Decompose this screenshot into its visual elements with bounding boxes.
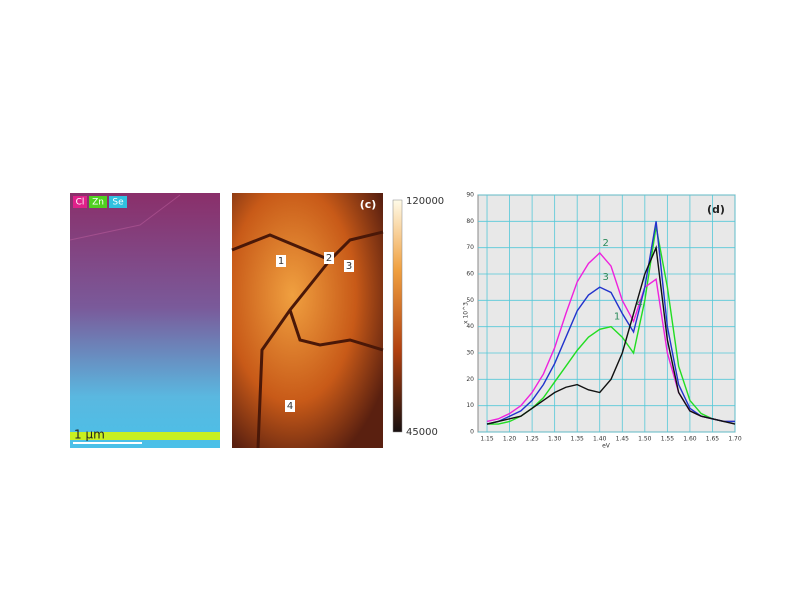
colorbar-max: 120000	[406, 196, 444, 207]
x-tick-label: 1.65	[706, 436, 720, 443]
zn-layer	[70, 432, 220, 440]
label-box	[89, 196, 107, 208]
x-tick-label: 1.20	[503, 436, 517, 443]
element-label: Cl	[76, 198, 85, 208]
series-label: 1	[614, 312, 620, 323]
point-label: 2	[326, 253, 332, 264]
series-line	[486, 245, 736, 425]
x-axis-label: eV	[602, 443, 611, 450]
panel-label: (c)	[360, 198, 377, 211]
element-label: Se	[112, 198, 124, 208]
edx-map	[70, 193, 220, 448]
y-tick-label: 40	[466, 323, 474, 330]
point-box	[276, 255, 286, 267]
panel-a: Cl Zn Se 1 µm	[69, 193, 220, 448]
y-tick-label: 80	[466, 218, 474, 225]
element-label: Zn	[92, 198, 104, 208]
x-tick-label: 1.50	[638, 436, 652, 443]
point-label: 1	[278, 256, 284, 267]
x-tick-label: 1.55	[661, 436, 675, 443]
x-tick-label: 1.70	[728, 436, 742, 443]
y-axis-label: x 10^3	[463, 302, 470, 324]
x-tick-label: 1.45	[616, 436, 630, 443]
series-label: 2	[603, 238, 609, 249]
panel-c: (c) 1 2 3 4 120000 45000	[231, 193, 444, 449]
grain-edge	[69, 194, 181, 241]
y-tick-label: 50	[466, 297, 474, 304]
point-box	[285, 400, 295, 412]
point-label: 4	[287, 401, 293, 412]
plot-area	[477, 194, 736, 433]
y-tick-label: 20	[466, 376, 474, 383]
label-box	[73, 196, 87, 208]
colorbar	[392, 199, 403, 433]
point-box	[344, 260, 354, 272]
series-line	[486, 221, 735, 425]
series-label: 4	[636, 299, 642, 310]
y-tick-label: 30	[466, 350, 474, 357]
chart-title: (d)	[707, 203, 725, 216]
panel-d: (d) eV x 10^3 1.15 1.20 1.25 1.30 1.35 1.40 1.…	[463, 192, 742, 450]
x-tick-label: 1.35	[571, 436, 585, 443]
x-tick-label: 1.60	[683, 436, 697, 443]
x-tick-label: 1.40	[593, 436, 607, 443]
y-tick-label: 10	[466, 402, 474, 409]
x-tick-label: 1.30	[548, 436, 562, 443]
y-tick-label: 70	[466, 244, 474, 251]
point-label: 3	[346, 261, 352, 272]
x-tick-label: 1.15	[480, 436, 494, 443]
y-tick-label: 60	[466, 271, 474, 278]
colorbar-min: 45000	[406, 427, 438, 438]
scale-label: 1 µm	[74, 428, 105, 442]
y-tick-label: 90	[466, 192, 474, 199]
series-label: 3	[603, 272, 609, 283]
label-box	[109, 196, 127, 208]
point-box	[324, 252, 334, 264]
y-tick-label: 0	[470, 429, 474, 436]
cl-map	[232, 193, 383, 448]
x-tick-label: 1.25	[525, 436, 539, 443]
